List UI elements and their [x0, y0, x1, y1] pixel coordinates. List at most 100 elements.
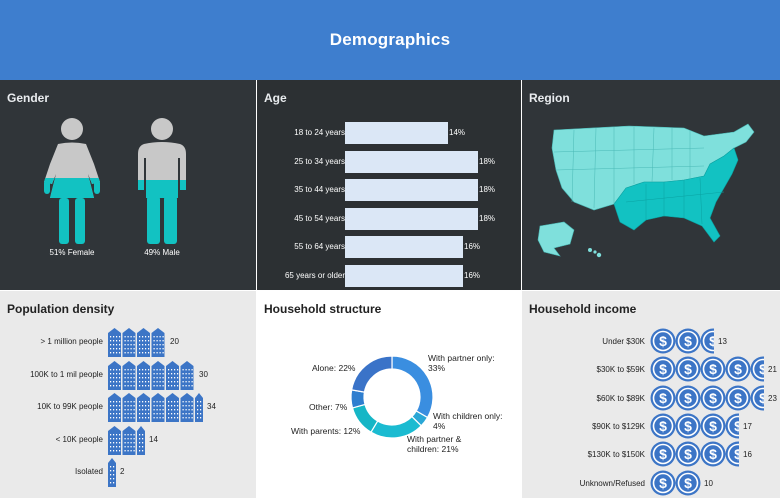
building-icon	[180, 360, 194, 390]
dollar-coin-icon: $	[675, 441, 701, 467]
age-row-label: 35 to 44 years	[294, 185, 345, 194]
male-figure-icon	[138, 118, 186, 244]
dollar-coin-icon: $	[650, 413, 676, 439]
age-row-label: 55 to 64 years	[294, 242, 345, 251]
svg-text:$: $	[709, 390, 717, 406]
income-value-label: 13	[718, 337, 727, 346]
density-icons	[108, 425, 145, 455]
svg-text:$: $	[659, 390, 667, 406]
age-row: 18 to 24 years 14%	[257, 122, 521, 144]
svg-text:$: $	[734, 361, 742, 377]
income-row: $60K to $89K 23 $ $ $ $ $	[522, 384, 780, 412]
dollar-coin-icon: $	[650, 470, 676, 495]
hh-label-children-only: With children only: 4%	[433, 411, 503, 431]
hh-label-other: Other: 7%	[309, 402, 348, 412]
us-map-icon	[537, 123, 755, 258]
building-icon	[166, 360, 179, 390]
svg-text:$: $	[684, 390, 692, 406]
donut-segment	[391, 355, 434, 419]
density-row-label: < 10K people	[55, 434, 103, 444]
svg-text:$: $	[659, 446, 667, 462]
household-panel: Household structure With partner only: 33…	[257, 291, 521, 498]
income-row: $90K to $129K 17 $ $ $ $	[522, 412, 780, 440]
svg-text:$: $	[734, 446, 741, 462]
region-panel: Region	[522, 80, 780, 290]
male-label: 49% Male	[144, 248, 180, 257]
age-row-label: 25 to 34 years	[294, 156, 345, 166]
household-donut-chart	[350, 355, 434, 439]
age-value-label: 14%	[449, 128, 466, 137]
dollar-coin-icon: $	[650, 385, 676, 411]
dollar-coin-icon: $	[750, 385, 764, 411]
hh-label-parents: With parents: 12%	[291, 426, 361, 436]
density-value-label: 14	[149, 434, 158, 444]
svg-text:$: $	[684, 475, 692, 491]
age-panel: Age 18 to 24 years 14% 25 to 34 years 18% 35…	[257, 80, 521, 290]
svg-text:$: $	[684, 446, 692, 462]
dollar-coin-icon: $	[725, 413, 739, 439]
dollar-coin-icon: $	[675, 356, 701, 382]
hh-label-alone: Alone: 22%	[312, 363, 356, 373]
income-icons: $ $ $ $	[650, 413, 739, 439]
income-row-label: $90K to $129K	[592, 421, 645, 431]
building-icon	[180, 393, 194, 422]
income-row: Unknown/Refused 10 $ $	[522, 469, 780, 497]
region-title: Region	[529, 91, 570, 105]
density-value-label: 30	[199, 369, 208, 379]
svg-text:$: $	[709, 446, 717, 462]
income-icons: $ $	[650, 470, 701, 495]
density-row-label: 10K to 99K people	[37, 402, 103, 411]
building-icon	[108, 328, 121, 357]
age-value-label: 18%	[479, 213, 496, 223]
building-icon	[137, 393, 150, 422]
income-row: $130K to $150K 16 $ $ $ $	[522, 440, 780, 468]
age-bar	[345, 150, 478, 173]
svg-text:$: $	[659, 475, 667, 491]
svg-text:$: $	[659, 361, 667, 377]
dollar-coin-icon: $	[675, 413, 701, 439]
income-value-label: 21	[768, 365, 777, 375]
dollar-coin-icon: $	[725, 385, 751, 411]
age-value-label: 16%	[464, 270, 481, 280]
dollar-coin-icon: $	[700, 356, 726, 382]
dollar-coin-icon: $	[700, 385, 726, 411]
building-icon	[137, 360, 150, 390]
building-icon	[122, 393, 136, 422]
density-row: > 1 million people 20	[0, 327, 256, 357]
building-icon	[166, 393, 179, 422]
building-icon	[108, 458, 116, 487]
income-icons: $ $ $ $ $	[650, 385, 764, 411]
density-icons	[108, 328, 165, 357]
age-row-label: 65 years or older	[284, 270, 345, 280]
dollar-coin-icon: $	[700, 441, 726, 467]
svg-text:$: $	[709, 418, 717, 434]
age-row: 65 years or older 16%	[257, 264, 521, 287]
income-row-label: $30K to $59K	[596, 365, 645, 375]
dollar-coin-icon: $	[725, 356, 751, 382]
age-row: 35 to 44 years 18%	[257, 179, 521, 201]
income-row-label: $130K to $150K	[587, 450, 645, 460]
gender-panel: Gender 51% Female 49% Male	[0, 80, 256, 290]
building-icon	[151, 328, 165, 357]
female-label: 51% Female	[49, 248, 95, 257]
income-icons: $ $ $ $	[650, 441, 741, 467]
density-title: Population density	[7, 302, 115, 316]
age-bar	[345, 264, 463, 287]
age-row: 55 to 64 years 16%	[257, 236, 521, 258]
density-row: < 10K people 14	[0, 425, 256, 455]
income-title: Household income	[529, 302, 637, 316]
donut-segment	[350, 389, 366, 409]
density-row: 10K to 99K people 34	[0, 392, 256, 422]
dollar-coin-icon: $	[725, 441, 741, 467]
income-row-label: $60K to $89K	[596, 393, 645, 403]
age-value-label: 16%	[464, 242, 481, 251]
female-figure-icon	[44, 118, 100, 244]
building-icon	[108, 425, 121, 455]
density-icons	[108, 360, 194, 390]
dollar-coin-icon: $	[650, 441, 676, 467]
income-icons: $ $ $ $ $	[650, 356, 764, 382]
svg-text:$: $	[734, 390, 742, 406]
dollar-coin-icon: $	[700, 328, 714, 354]
building-icon	[122, 360, 136, 390]
density-value-label: 2	[120, 467, 125, 476]
